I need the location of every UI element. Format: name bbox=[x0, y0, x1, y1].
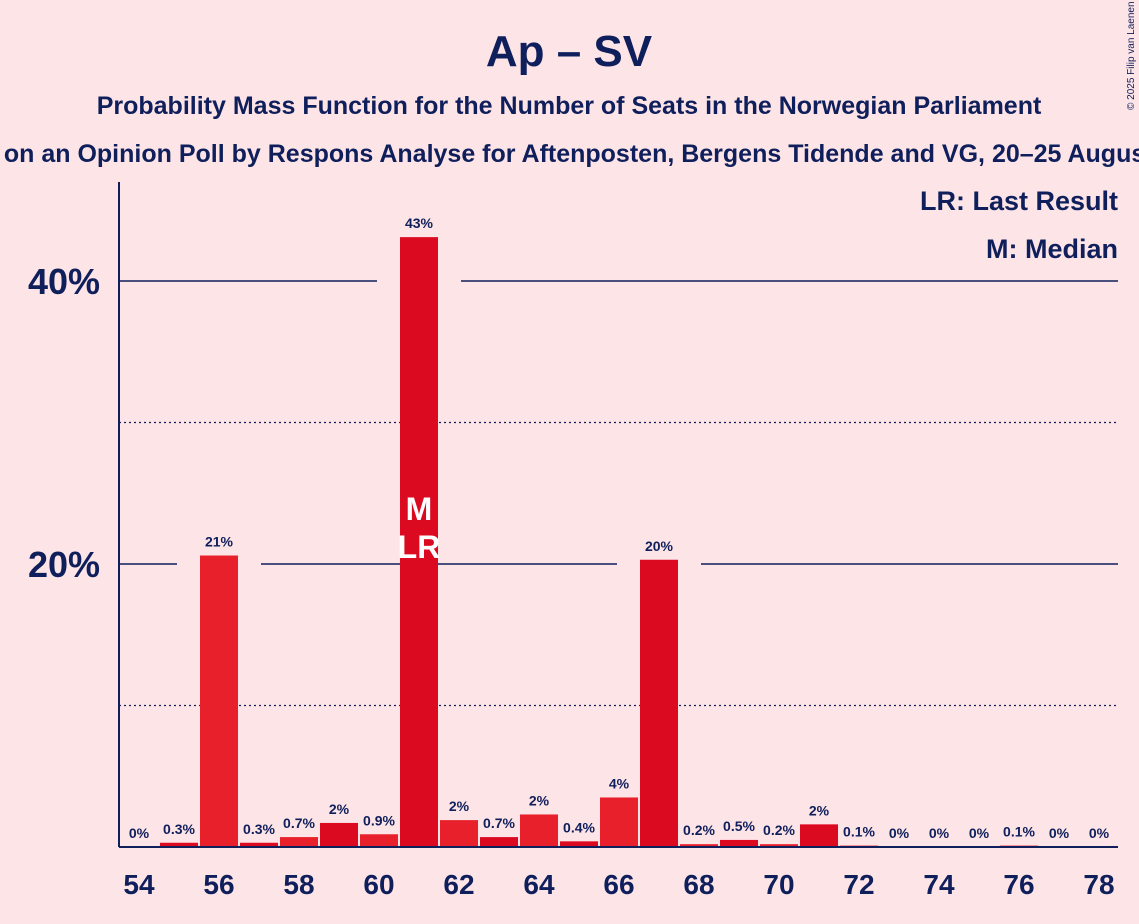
bar-label-seat-64: 2% bbox=[529, 792, 550, 808]
x-tick-64: 64 bbox=[523, 869, 555, 900]
chart-title: Ap – SV bbox=[486, 27, 653, 76]
bars bbox=[160, 237, 1038, 847]
y-tick-20: 20% bbox=[28, 544, 100, 585]
bar-label-seat-69: 0.5% bbox=[723, 818, 755, 834]
x-tick-76: 76 bbox=[1003, 869, 1034, 900]
bar-seat-70 bbox=[760, 844, 798, 847]
legend-last-result: LR: Last Result bbox=[920, 186, 1118, 216]
chart-subtitle: Probability Mass Function for the Number… bbox=[97, 92, 1042, 120]
last-result-marker: LR bbox=[398, 529, 441, 565]
bar-label-seat-63: 0.7% bbox=[483, 815, 515, 831]
bar-label-seat-60: 0.9% bbox=[363, 812, 395, 828]
bar-seat-56 bbox=[200, 555, 238, 847]
gridlines bbox=[119, 278, 1118, 707]
x-tick-78: 78 bbox=[1083, 869, 1114, 900]
y-tick-40: 40% bbox=[28, 261, 100, 302]
bar-label-seat-78: 0% bbox=[1089, 825, 1110, 841]
median-marker: M bbox=[406, 491, 433, 527]
bar-seat-55 bbox=[160, 842, 198, 847]
bar-label-seat-74: 0% bbox=[929, 825, 950, 841]
bar-seat-59 bbox=[320, 822, 358, 847]
bar-seat-60 bbox=[360, 834, 398, 847]
bar-seat-68 bbox=[680, 844, 718, 847]
x-tick-54: 54 bbox=[123, 869, 155, 900]
x-tick-56: 56 bbox=[203, 869, 234, 900]
bar-label-seat-73: 0% bbox=[889, 825, 910, 841]
x-tick-58: 58 bbox=[283, 869, 314, 900]
x-tick-labels: 54 56 58 60 62 64 66 68 70 72 74 76 78 bbox=[123, 869, 1114, 900]
bar-seat-62 bbox=[440, 820, 478, 847]
bar-seat-67 bbox=[640, 559, 678, 847]
bar-label-seat-58: 0.7% bbox=[283, 815, 315, 831]
bar-seat-71 bbox=[800, 824, 838, 847]
x-tick-68: 68 bbox=[683, 869, 714, 900]
bar-label-seat-71: 2% bbox=[809, 802, 830, 818]
bar-label-seat-66: 4% bbox=[609, 775, 630, 791]
bar-seat-64 bbox=[520, 814, 558, 847]
bar-label-seat-57: 0.3% bbox=[243, 821, 275, 837]
bar-seat-61 bbox=[400, 237, 438, 847]
x-tick-60: 60 bbox=[363, 869, 394, 900]
bar-seat-57 bbox=[240, 842, 278, 847]
bar-label-seat-54: 0% bbox=[129, 825, 150, 841]
bar-label-seat-61: 43% bbox=[405, 215, 434, 231]
bar-label-seat-77: 0% bbox=[1049, 825, 1070, 841]
bar-seat-65 bbox=[560, 841, 598, 847]
bar-seat-66 bbox=[600, 797, 638, 847]
chart-subtitle-source: Based on an Opinion Poll by Respons Anal… bbox=[0, 140, 1139, 168]
bar-label-seat-76: 0.1% bbox=[1003, 824, 1035, 840]
markers: MLR bbox=[398, 491, 441, 565]
bar-label-seat-70: 0.2% bbox=[763, 822, 795, 838]
y-tick-labels: 20% 40% bbox=[28, 261, 100, 585]
bar-seat-69 bbox=[720, 839, 758, 847]
x-tick-66: 66 bbox=[603, 869, 634, 900]
bar-label-seat-62: 2% bbox=[449, 798, 470, 814]
bar-label-seat-56: 21% bbox=[205, 534, 234, 550]
bar-seat-63 bbox=[480, 837, 518, 847]
bar-label-seat-75: 0% bbox=[969, 825, 990, 841]
bar-labels: 0% 0.3% 21% 0.3% 0.7% 2% 0.9% 43% 2% 0.7% 2% 0.4% 4%… bbox=[129, 215, 1110, 841]
x-tick-62: 62 bbox=[443, 869, 474, 900]
copyright-text: © 2025 Filip van Laenen bbox=[1126, 1, 1137, 110]
bar-label-seat-68: 0.2% bbox=[683, 822, 715, 838]
axes bbox=[118, 182, 1118, 848]
x-tick-70: 70 bbox=[763, 869, 794, 900]
bar-label-seat-59: 2% bbox=[329, 801, 350, 817]
bar-label-seat-65: 0.4% bbox=[563, 819, 595, 835]
x-tick-72: 72 bbox=[843, 869, 874, 900]
bar-seat-58 bbox=[280, 837, 318, 847]
bar-label-seat-55: 0.3% bbox=[163, 821, 195, 837]
bar-label-seat-67: 20% bbox=[645, 538, 674, 554]
x-tick-74: 74 bbox=[923, 869, 955, 900]
legend-median: M: Median bbox=[986, 234, 1118, 264]
bar-label-seat-72: 0.1% bbox=[843, 824, 875, 840]
